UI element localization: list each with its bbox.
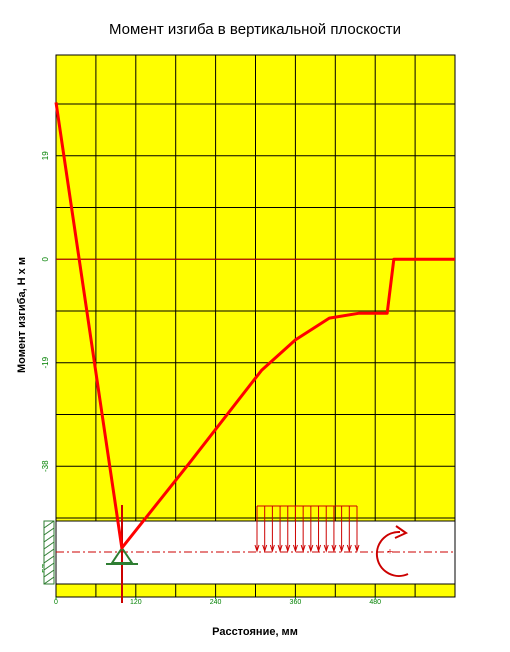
wall-hatch [43,520,55,529]
load-arrow-head [331,544,337,553]
wall-hatch [43,555,55,564]
load-arrow-head [323,544,329,553]
moment-sign: + [387,546,392,556]
moment-head [394,525,409,539]
load-arrow-head [339,544,345,553]
load-arrow-head [254,544,260,553]
load-arrow-head [354,544,360,553]
x-axis-label: Расстояние, мм [212,626,298,638]
beam-scheme: + [43,505,456,603]
load-arrow-head [346,544,352,553]
x-tick-label: 360 [290,599,302,606]
wall-hatch [43,569,55,578]
y-axis-label: Момент изгиба, Н х м [16,257,28,373]
load-arrow-head [285,544,291,553]
series-line [54,102,455,550]
wall-hatch [43,576,55,585]
y-tick-label: -38 [41,460,50,472]
load-arrow-head [308,544,314,553]
moment [375,530,409,577]
y-tick-label: 0 [41,256,50,261]
load-arrow-head [316,544,322,553]
y-tick-label: 19 [41,151,50,160]
x-tick-label: 240 [210,599,222,606]
y-tick-label: -19 [41,356,50,368]
load-arrow-head [277,544,283,553]
wall-hatch [43,527,55,536]
x-tick-label: 120 [130,599,142,606]
wall-hatch [43,541,55,550]
x-tick-label: 0 [54,599,58,606]
load-arrow-head [300,544,306,553]
wall-hatch [43,548,55,557]
load-arrow-head [269,544,275,553]
chart-title: Момент изгиба в вертикальной плоскости [109,21,401,38]
load-arrow-head [292,544,298,553]
wall-hatch [43,534,55,543]
x-tick-label: 480 [369,599,381,606]
load-arrow-head [262,544,268,553]
wall-hatch [43,562,55,571]
